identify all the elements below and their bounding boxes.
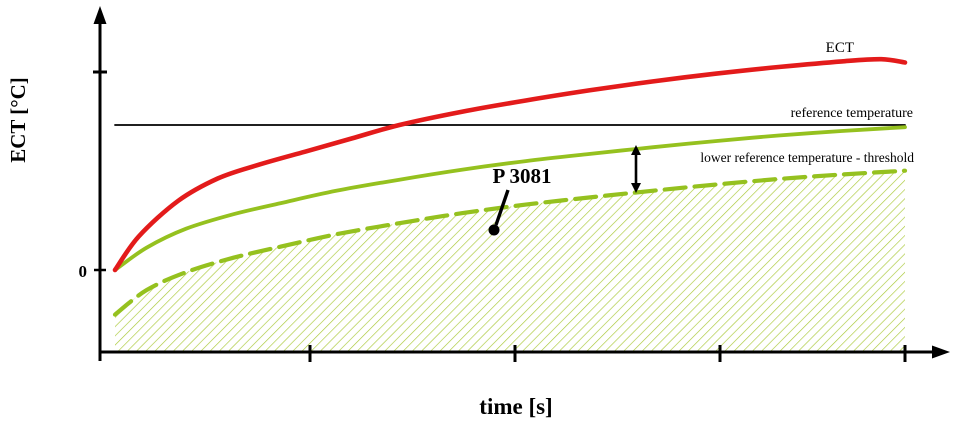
ect-curve-label: ECT	[826, 40, 854, 56]
series-ect	[112, 56, 908, 273]
series-lower-reference-temperature-threshold	[112, 168, 908, 317]
x-axis	[100, 345, 950, 362]
origin-label: 0	[79, 262, 88, 281]
threshold-hatched-region	[115, 170, 905, 351]
x-axis-arrowhead	[932, 345, 950, 359]
y-axis	[93, 6, 107, 361]
p3081-marker-dot	[488, 224, 500, 236]
p3081-label: P 3081	[493, 164, 552, 188]
threshold-arrow	[631, 145, 641, 193]
lower-threshold-label: lower reference temperature - threshold	[700, 150, 914, 165]
y-axis-label: ECT [°C]	[6, 77, 30, 163]
p3081-pointer	[488, 189, 510, 236]
series-lower-reference-temperature	[113, 125, 907, 272]
reference-temperature-label: reference temperature	[791, 106, 913, 121]
y-axis-arrowhead	[93, 6, 107, 24]
x-axis-label: time [s]	[479, 394, 552, 419]
plot-area	[112, 56, 908, 351]
